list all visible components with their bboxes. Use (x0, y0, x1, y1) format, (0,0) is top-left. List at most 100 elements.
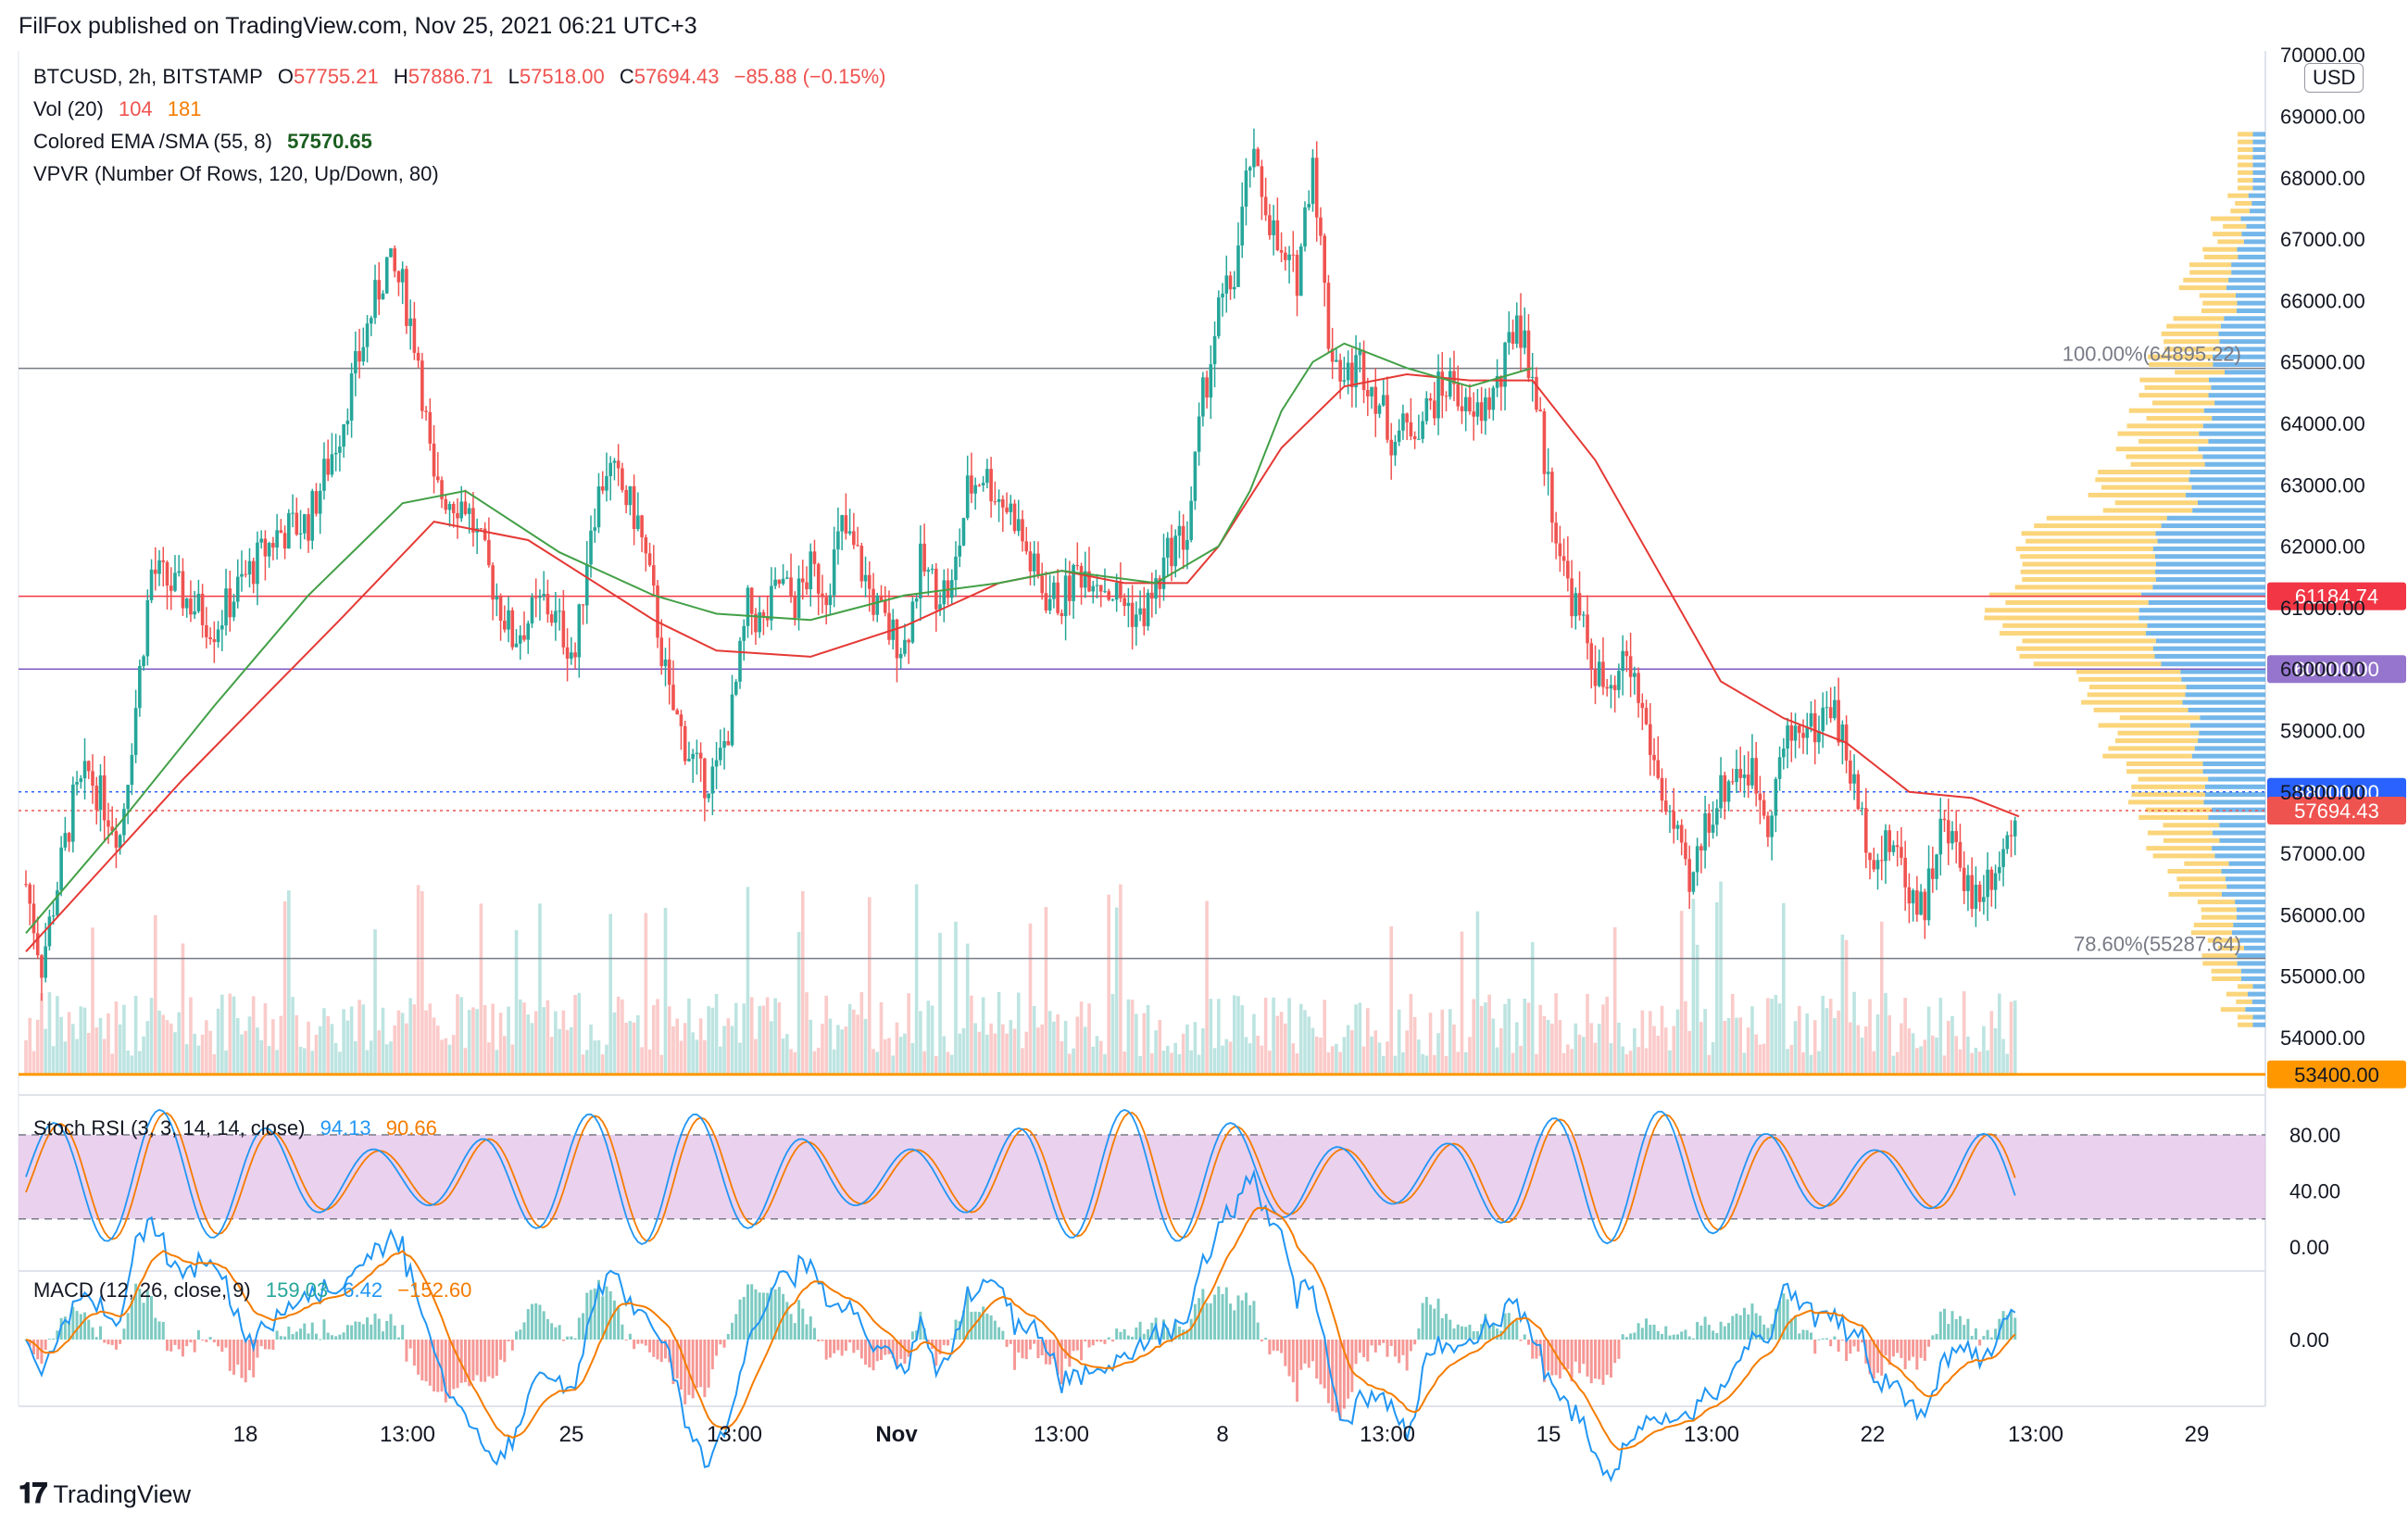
candle-body[interactable] (149, 569, 154, 600)
candle-body[interactable] (1597, 661, 1601, 686)
candle-body[interactable] (1715, 808, 1719, 825)
candle-body[interactable] (1224, 275, 1229, 294)
candle-body[interactable] (942, 580, 947, 605)
candle-body[interactable] (507, 610, 510, 630)
candle-body[interactable] (314, 491, 319, 514)
candle-body[interactable] (593, 527, 597, 531)
candle-body[interactable] (1181, 525, 1185, 550)
candle-body[interactable] (173, 573, 177, 591)
candle-body[interactable] (354, 351, 357, 374)
candle-body[interactable] (1146, 592, 1150, 626)
candle-body[interactable] (1373, 386, 1378, 414)
candle-body[interactable] (1884, 830, 1888, 862)
candle-body[interactable] (1303, 207, 1307, 247)
candle-body[interactable] (1684, 842, 1687, 860)
candle-body[interactable] (71, 784, 75, 842)
candle-body[interactable] (1970, 875, 1974, 910)
candle-body[interactable] (754, 613, 758, 633)
candle-body[interactable] (487, 539, 491, 566)
candle-body[interactable] (384, 257, 389, 294)
candle-body[interactable] (993, 501, 997, 503)
candle-body[interactable] (503, 621, 507, 630)
candle-body[interactable] (1656, 760, 1661, 778)
candle-body[interactable] (1621, 650, 1624, 672)
candle-body[interactable] (687, 759, 691, 762)
candle-body[interactable] (758, 611, 761, 633)
candle-body[interactable] (256, 542, 259, 585)
candle-body[interactable] (1672, 811, 1676, 829)
candle-body[interactable] (1468, 396, 1472, 412)
candle-body[interactable] (1287, 254, 1291, 260)
candle-body[interactable] (549, 614, 554, 623)
candle-body[interactable] (914, 598, 919, 602)
candle-body[interactable] (565, 647, 570, 659)
candle-body[interactable] (405, 269, 408, 326)
candle-body[interactable] (600, 486, 605, 491)
candle-body[interactable] (459, 501, 464, 519)
candle-body[interactable] (1624, 650, 1629, 657)
candle-body[interactable] (47, 916, 52, 947)
candle-body[interactable] (82, 761, 87, 779)
candle-body[interactable] (1868, 852, 1872, 861)
candle-body[interactable] (1291, 254, 1296, 256)
candle-body[interactable] (561, 610, 566, 648)
candle-body[interactable] (67, 833, 71, 842)
candle-body[interactable] (836, 531, 840, 550)
candle-body[interactable] (1735, 768, 1738, 783)
candle-body[interactable] (1891, 845, 1896, 852)
candle-body[interactable] (1295, 255, 1299, 296)
candle-body[interactable] (373, 280, 377, 319)
candle-body[interactable] (965, 475, 970, 519)
candle-body[interactable] (1279, 249, 1284, 253)
candle-body[interactable] (244, 573, 248, 575)
candle-body[interactable] (220, 625, 224, 630)
candle-body[interactable] (1935, 854, 1938, 879)
candle-body[interactable] (1263, 196, 1268, 216)
candle-body[interactable] (212, 638, 217, 643)
candle-body[interactable] (919, 543, 922, 598)
candle-body[interactable] (491, 565, 495, 600)
candle-body[interactable] (719, 748, 722, 761)
candle-body[interactable] (1491, 387, 1496, 410)
candle-body[interactable] (1193, 451, 1198, 501)
candle-body[interactable] (1021, 519, 1024, 542)
candle-body[interactable] (821, 593, 824, 598)
candle-body[interactable] (389, 248, 393, 258)
ema-legend[interactable]: Colored EMA /SMA (55, 8) 57570.65 (33, 130, 382, 154)
candle-body[interactable] (930, 568, 934, 571)
ohlc-legend[interactable]: BTCUSD, 2h, BITSTAMP O57755.21 H57886.71… (33, 65, 896, 89)
candle-body[interactable] (24, 884, 28, 886)
candle-body[interactable] (1546, 472, 1550, 474)
candle-body[interactable] (558, 610, 561, 612)
candle-body[interactable] (1095, 585, 1099, 586)
candle-body[interactable] (1298, 246, 1303, 296)
candle-body[interactable] (1401, 413, 1405, 431)
candle-body[interactable] (463, 501, 468, 514)
candle-body[interactable] (377, 280, 382, 300)
candle-body[interactable] (1098, 585, 1103, 592)
candle-body[interactable] (879, 595, 884, 601)
candle-body[interactable] (1888, 830, 1892, 852)
candle-body[interactable] (471, 508, 475, 533)
price-badge[interactable] (2267, 655, 2406, 684)
candle-body[interactable] (1005, 507, 1009, 512)
candle-body[interactable] (938, 604, 942, 610)
candle-body[interactable] (773, 579, 777, 586)
candle-body[interactable] (28, 884, 32, 904)
candle-body[interactable] (840, 515, 844, 532)
candle-body[interactable] (1201, 377, 1205, 417)
candle-body[interactable] (621, 468, 624, 490)
candle-body[interactable] (1001, 498, 1005, 508)
candle-body[interactable] (1530, 376, 1535, 378)
candle-body[interactable] (1840, 724, 1845, 743)
candle-body[interactable] (94, 786, 99, 811)
candle-body[interactable] (765, 616, 770, 621)
candle-body[interactable] (1358, 350, 1362, 356)
candle-body[interactable] (1770, 815, 1774, 837)
candle-body[interactable] (844, 515, 848, 534)
vpvr-legend[interactable]: VPVR (Number Of Rows, 120, Up/Down, 80) (33, 162, 448, 186)
candle-body[interactable] (1860, 808, 1864, 810)
candle-body[interactable] (1511, 332, 1515, 345)
candle-body[interactable] (44, 946, 47, 978)
candle-body[interactable] (1679, 824, 1684, 843)
